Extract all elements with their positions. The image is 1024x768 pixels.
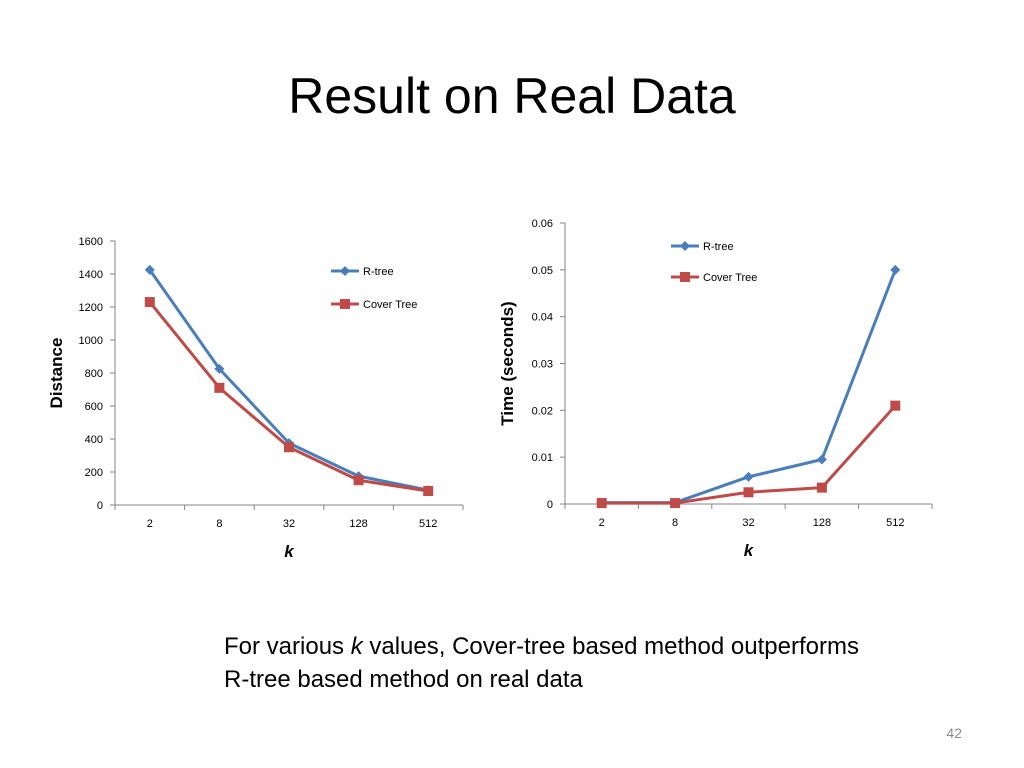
data-point-square xyxy=(744,487,754,497)
data-point-square xyxy=(817,483,827,493)
legend-label: Cover Tree xyxy=(703,272,757,284)
data-point-square xyxy=(670,498,680,508)
legend-label: R-tree xyxy=(703,241,734,253)
x-tick-label: 2 xyxy=(599,517,605,529)
y-tick-label: 0.02 xyxy=(532,405,553,417)
y-tick-label: 0.01 xyxy=(532,452,553,464)
data-point-square xyxy=(597,498,607,508)
y-tick-label: 0.04 xyxy=(532,312,553,324)
chart-1-plot-area: 0 0.01 0.02 0.03 0.04 0.05 0.06 2 8 32 128 512 k Time… xyxy=(498,218,932,560)
y-tick-label: 0.06 xyxy=(532,218,553,230)
caption-text-start: For various xyxy=(224,633,351,660)
page-number: 42 xyxy=(920,725,962,741)
series-line-0 xyxy=(602,270,896,503)
y-tick-label: 0.05 xyxy=(532,265,553,277)
legend-marker-square xyxy=(680,272,690,282)
x-tick-label: 32 xyxy=(742,517,754,529)
data-point-diamond xyxy=(890,265,900,275)
y-tick-label: 0.03 xyxy=(532,359,553,371)
data-point-square xyxy=(890,401,900,411)
caption: For various k values, Cover-tree based m… xyxy=(224,630,864,696)
data-point-diamond xyxy=(744,472,754,482)
x-tick-label: 8 xyxy=(672,517,678,529)
y-axis-label: Time (seconds) xyxy=(498,301,517,425)
x-tick-label: 128 xyxy=(813,517,831,529)
caption-k: k xyxy=(351,633,363,660)
x-tick-label: 512 xyxy=(886,517,904,529)
data-point-diamond xyxy=(817,455,827,465)
legend-marker-diamond xyxy=(680,241,690,251)
chart-legend: R-tree Cover Tree xyxy=(671,241,757,284)
y-tick-label: 0 xyxy=(547,499,553,511)
x-axis-label: k xyxy=(744,541,755,560)
